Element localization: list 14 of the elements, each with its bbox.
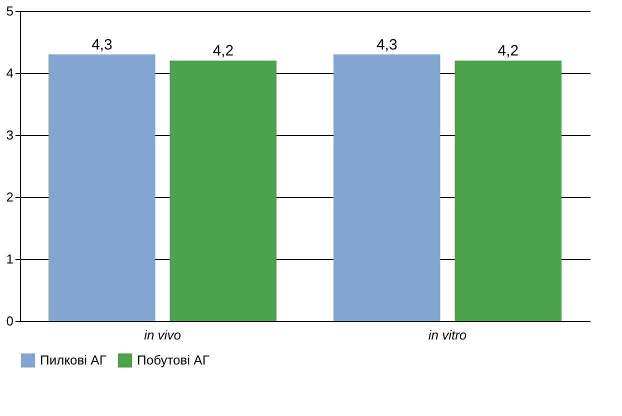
data-label: 4,3 <box>91 36 112 54</box>
y-tick-label: 3 <box>6 128 14 142</box>
y-tick-label: 2 <box>6 190 14 204</box>
data-label: 4,3 <box>376 36 398 54</box>
y-tick-label: 1 <box>6 252 14 266</box>
y-tick-label: 4 <box>6 66 14 80</box>
data-label: 4,2 <box>498 42 519 60</box>
y-tick-label: 0 <box>6 314 14 328</box>
legend-label: Побутові АГ <box>137 352 210 368</box>
x-tick-label: in vitro <box>428 328 467 342</box>
x-tick-label: in vivo <box>144 328 181 342</box>
data-label: 4,2 <box>212 42 234 60</box>
legend-label: Пилкові АГ <box>40 352 106 368</box>
y-tick-label: 5 <box>6 4 14 18</box>
